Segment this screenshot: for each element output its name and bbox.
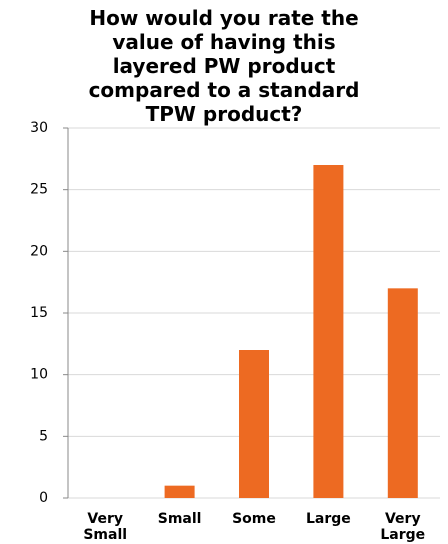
bar [387,288,418,498]
title-line: How would you rate the [89,6,359,30]
y-tick-label: 20 [30,243,48,259]
bar [313,165,344,498]
bar [164,485,195,498]
y-tick-label: 0 [39,490,48,506]
x-tick-label: Very Large [380,511,426,543]
y-tick-label: 25 [30,182,48,198]
x-tick-label: Small [157,511,202,527]
y-tick-label: 30 [30,120,48,136]
x-tick-label: Some [232,511,276,527]
title-line: value of having this [112,30,336,54]
y-tick-label: 15 [30,305,48,321]
y-tick-label: 10 [30,367,48,383]
x-tick-label: Large [305,511,351,527]
title-line: compared to a standard [88,78,360,102]
bar [239,350,269,498]
chart-title: How would you rate the value of having th… [0,6,448,126]
title-line: layered PW product [112,54,336,78]
title-line: TPW product? [145,102,303,126]
y-tick-label: 5 [39,428,48,444]
x-tick-label: Very Small [83,511,128,543]
